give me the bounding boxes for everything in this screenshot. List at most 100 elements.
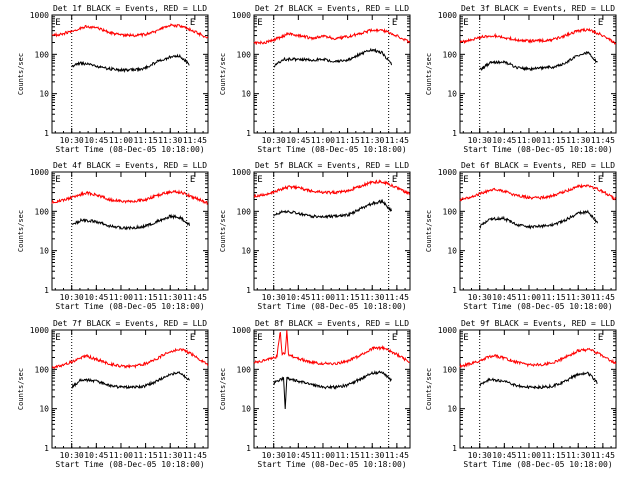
y-tick-label: 1: [246, 444, 251, 453]
panel-title: Det 7f BLACK = Events, RED = LLD: [53, 319, 207, 328]
y-axis-title: Counts/sec: [17, 53, 25, 95]
event-marker: E: [392, 333, 397, 343]
panel-title: Det 6f BLACK = Events, RED = LLD: [461, 161, 615, 170]
y-axis-title: Counts/sec: [17, 368, 25, 410]
event-marker: E: [55, 18, 60, 28]
panel-det-4: Det 4f BLACK = Events, RED = LLD 1 10 100 10…: [17, 161, 209, 311]
y-tick-label: 1000: [438, 326, 457, 335]
x-tick-label: 10:45: [492, 293, 516, 302]
event-marker: E: [598, 175, 603, 185]
y-tick-label: 10: [241, 90, 251, 99]
x-tick-label: 11:45: [385, 451, 409, 460]
events-series-line: [479, 371, 598, 390]
x-tick-label: 11:15: [336, 136, 360, 145]
x-tick-label: 10:30: [262, 136, 286, 145]
x-axis-title: Start Time (08-Dec-05 10:18:00): [463, 460, 612, 469]
x-tick-label: 11:00: [517, 451, 541, 460]
x-tick-label: 11:30: [566, 136, 590, 145]
panel-title: Det 2f BLACK = Events, RED = LLD: [255, 4, 409, 13]
panel-title: Det 5f BLACK = Events, RED = LLD: [255, 161, 409, 170]
lld-series-line: [51, 189, 208, 205]
y-axis-title: Counts/sec: [219, 210, 227, 252]
panel-det-9: Det 9f BLACK = Events, RED = LLD 1 10 100 10…: [425, 319, 617, 469]
plot-frame: [459, 171, 617, 291]
y-tick-label: 1000: [232, 11, 251, 20]
x-tick-label: 11:00: [109, 136, 133, 145]
x-tick-label: 11:15: [542, 136, 566, 145]
y-tick-label: 1: [452, 444, 457, 453]
x-tick-label: 11:30: [360, 293, 384, 302]
y-tick-label: 10: [241, 405, 251, 414]
event-marker: E: [392, 18, 397, 28]
y-tick-label: 1: [452, 286, 457, 295]
events-series-line: [71, 53, 190, 73]
plot-frame: [51, 171, 209, 291]
y-tick-label: 100: [237, 207, 252, 216]
panel-det-7: Det 7f BLACK = Events, RED = LLD 1 10 100 10…: [17, 319, 209, 469]
x-tick-label: 11:00: [517, 136, 541, 145]
plot-frame: [51, 14, 209, 134]
x-tick-label: 10:45: [84, 293, 108, 302]
x-tick-label: 11:30: [360, 451, 384, 460]
x-tick-label: 11:15: [336, 293, 360, 302]
event-marker: E: [257, 175, 262, 185]
x-tick-label: 10:45: [84, 136, 108, 145]
panel-title: Det 8f BLACK = Events, RED = LLD: [255, 319, 409, 328]
y-tick-label: 10: [447, 90, 457, 99]
y-tick-label: 1000: [30, 326, 49, 335]
x-tick-label: 11:15: [134, 136, 158, 145]
event-marker: E: [190, 18, 195, 28]
y-tick-label: 1000: [30, 11, 49, 20]
y-tick-label: 1: [44, 286, 49, 295]
x-tick-label: 11:15: [542, 293, 566, 302]
event-marker: E: [257, 18, 262, 28]
x-axis-title: Start Time (08-Dec-05 10:18:00): [257, 460, 406, 469]
y-tick-label: 100: [35, 365, 50, 374]
event-marker: E: [190, 333, 195, 343]
x-tick-label: 11:45: [385, 136, 409, 145]
x-tick-label: 10:30: [60, 136, 84, 145]
panel-title: Det 4f BLACK = Events, RED = LLD: [53, 161, 207, 170]
y-tick-label: 100: [237, 50, 252, 59]
x-axis-title: Start Time (08-Dec-05 10:18:00): [257, 302, 406, 311]
y-tick-label: 1: [452, 129, 457, 138]
event-marker: E: [190, 175, 195, 185]
y-axis-title: Counts/sec: [219, 53, 227, 95]
events-series-line: [71, 213, 190, 231]
x-tick-label: 10:45: [286, 136, 310, 145]
panel-det-8: Det 8f BLACK = Events, RED = LLD 1 10 100 10…: [219, 319, 411, 469]
y-tick-label: 100: [35, 207, 50, 216]
x-tick-label: 11:45: [591, 293, 615, 302]
x-tick-label: 10:45: [492, 451, 516, 460]
x-tick-label: 11:15: [336, 451, 360, 460]
x-tick-label: 11:45: [183, 136, 207, 145]
x-tick-label: 11:00: [311, 451, 335, 460]
plot-frame: [459, 329, 617, 449]
y-tick-label: 1000: [438, 11, 457, 20]
panel-title: Det 3f BLACK = Events, RED = LLD: [461, 4, 615, 13]
y-tick-label: 100: [35, 50, 50, 59]
events-series-line: [71, 371, 190, 390]
x-tick-label: 10:30: [468, 451, 492, 460]
lld-series-line: [52, 347, 209, 370]
x-axis-title: Start Time (08-Dec-05 10:18:00): [463, 302, 612, 311]
x-tick-label: 10:30: [262, 293, 286, 302]
y-tick-label: 1000: [232, 168, 251, 177]
x-axis-title: Start Time (08-Dec-05 10:18:00): [55, 460, 204, 469]
lld-series-line: [51, 23, 209, 39]
event-marker: E: [463, 175, 468, 185]
lld-series-line: [253, 27, 411, 45]
x-tick-label: 10:45: [492, 136, 516, 145]
x-tick-label: 10:45: [286, 451, 310, 460]
event-marker: E: [55, 333, 60, 343]
plot-frame: [459, 14, 617, 134]
lld-series-line: [459, 347, 617, 369]
y-tick-label: 10: [39, 405, 49, 414]
y-tick-label: 1000: [232, 326, 251, 335]
y-tick-label: 10: [241, 247, 251, 256]
panel-title: Det 1f BLACK = Events, RED = LLD: [53, 4, 207, 13]
x-tick-label: 11:45: [385, 293, 409, 302]
x-axis-title: Start Time (08-Dec-05 10:18:00): [257, 145, 406, 154]
x-tick-label: 10:45: [84, 451, 108, 460]
event-marker: E: [55, 175, 60, 185]
